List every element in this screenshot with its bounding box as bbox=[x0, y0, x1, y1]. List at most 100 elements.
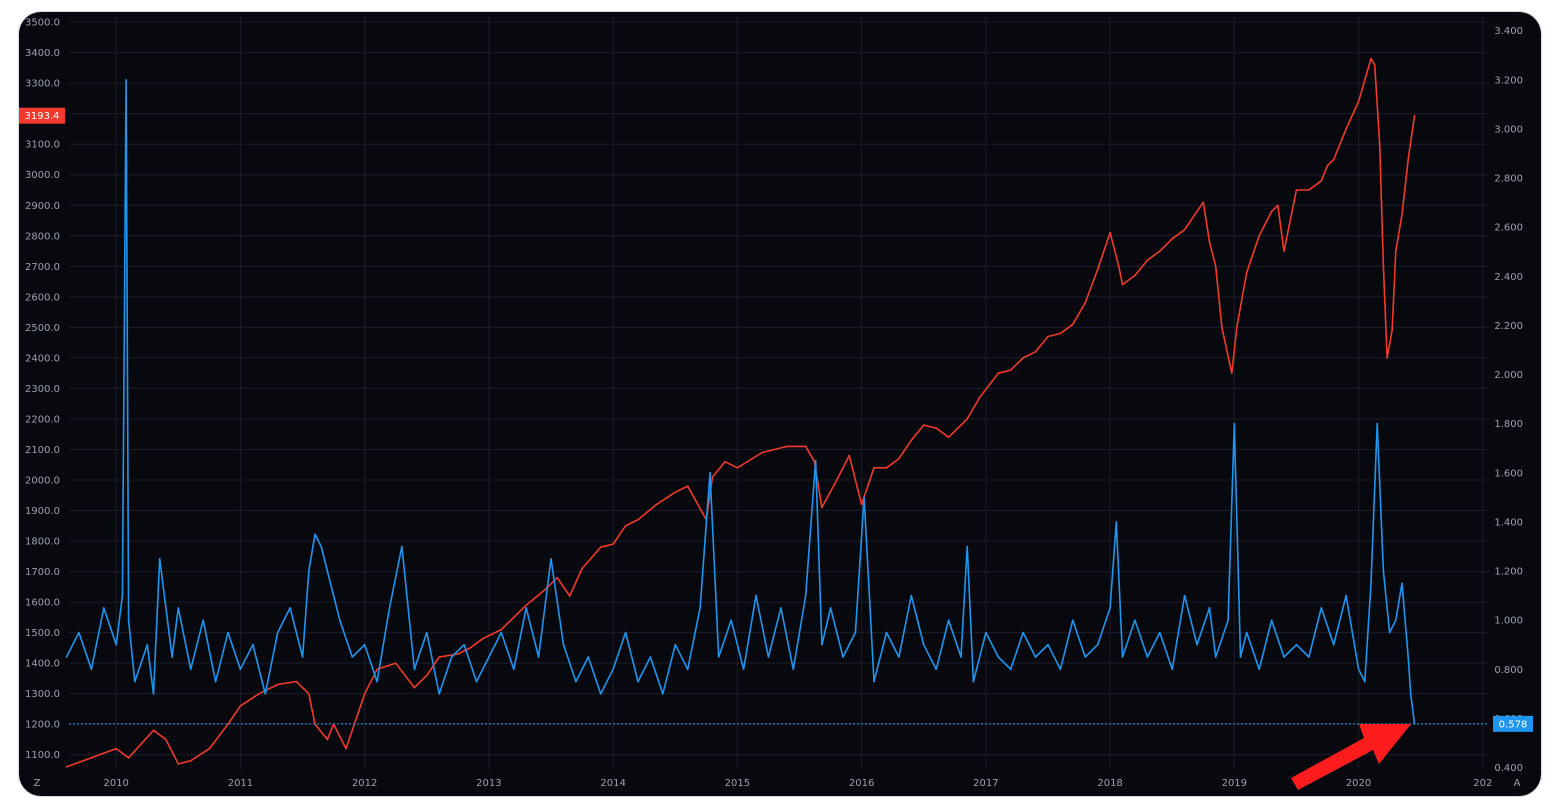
series-point-right bbox=[767, 656, 770, 658]
series-point-right bbox=[674, 643, 677, 646]
series-point-right bbox=[1146, 656, 1149, 658]
series-point-left bbox=[1332, 158, 1335, 161]
right-tick-label: 0.400 bbox=[1494, 763, 1523, 774]
series-point-left bbox=[258, 692, 260, 695]
series-point-right bbox=[1239, 656, 1242, 658]
series-point-left bbox=[761, 451, 763, 454]
series-point-left bbox=[873, 467, 875, 469]
series-point-right bbox=[1245, 631, 1248, 634]
series-point-left bbox=[711, 476, 714, 478]
left-tick-label: 3000.0 bbox=[25, 170, 60, 181]
series-point-right bbox=[1183, 594, 1186, 597]
series-point-right bbox=[1332, 643, 1335, 646]
series-point-right bbox=[780, 607, 782, 609]
series-point-right bbox=[814, 459, 817, 462]
series-point-right bbox=[121, 594, 124, 597]
series-point-left bbox=[165, 738, 167, 741]
series-point-right bbox=[1196, 643, 1198, 646]
x-tick-label: 202 bbox=[1473, 778, 1492, 789]
series-point-right bbox=[1227, 619, 1229, 621]
series-point-right bbox=[1022, 631, 1024, 634]
series-point-right bbox=[649, 656, 652, 658]
series-point-right bbox=[612, 668, 614, 671]
series-point-left bbox=[308, 692, 310, 695]
right-tick-label: 1.800 bbox=[1494, 419, 1523, 430]
series-point-left bbox=[978, 396, 981, 399]
series-point-right bbox=[1395, 619, 1397, 621]
series-point-right bbox=[450, 656, 453, 658]
right-last-value-text: 0.578 bbox=[1499, 719, 1528, 730]
left-tick-label: 1400.0 bbox=[25, 659, 60, 670]
series-point-right bbox=[587, 656, 590, 658]
series-point-left bbox=[326, 738, 329, 741]
series-point-right bbox=[717, 656, 720, 658]
series-point-right bbox=[699, 607, 701, 609]
left-tick-label: 1300.0 bbox=[25, 689, 60, 700]
series-point-left bbox=[90, 757, 93, 759]
badges: 3193.4 0.578 bbox=[19, 107, 1533, 732]
series-point-left bbox=[295, 680, 298, 683]
series-point-left bbox=[1134, 274, 1136, 277]
left-tick-label: 2600.0 bbox=[25, 292, 60, 303]
series-point-left bbox=[821, 506, 823, 509]
series-point-left bbox=[1159, 250, 1161, 252]
arrow-annotation bbox=[1291, 724, 1411, 790]
x-tick-label: 2017 bbox=[973, 778, 998, 789]
series-point-right bbox=[1308, 656, 1310, 658]
series-point-right bbox=[804, 594, 807, 597]
series-point-right bbox=[1320, 607, 1323, 609]
series-point-left bbox=[568, 595, 571, 597]
right-tick-label: 2.200 bbox=[1494, 321, 1523, 332]
x-axis: 2010 2011 2012 2013 2014 2015 2016 2017 2018 2019… bbox=[103, 778, 1492, 789]
series-point-left bbox=[413, 686, 416, 689]
series-point-left bbox=[1277, 204, 1279, 207]
series-point-right bbox=[935, 668, 937, 671]
series-point-right bbox=[388, 607, 391, 609]
series-point-left bbox=[1357, 100, 1360, 103]
chart-svg: 3500.03400.03300.03200.03100.03000.02900… bbox=[19, 16, 1533, 790]
series-point-right bbox=[239, 668, 242, 671]
series-point-left bbox=[1345, 128, 1347, 130]
left-tick-label: 3300.0 bbox=[25, 79, 60, 90]
series-point-left bbox=[637, 518, 639, 521]
left-tick-label: 2300.0 bbox=[25, 384, 60, 395]
series-point-left bbox=[189, 760, 192, 762]
series-point-left bbox=[1171, 238, 1173, 240]
left-tick-label: 1100.0 bbox=[25, 750, 60, 761]
series-point-right bbox=[1233, 422, 1236, 425]
series-point-left bbox=[947, 436, 950, 439]
series-point-left bbox=[1118, 265, 1120, 268]
series-point-left bbox=[1308, 189, 1310, 191]
series-point-left bbox=[1146, 259, 1149, 261]
series-point-right bbox=[301, 656, 304, 658]
right-tick-label: 3.000 bbox=[1494, 124, 1523, 135]
right-tick-label: 3.400 bbox=[1494, 26, 1523, 37]
series-point-right bbox=[1109, 607, 1111, 609]
series-point-left bbox=[1121, 283, 1124, 286]
series-point-left bbox=[1096, 268, 1099, 271]
x-tick-label: 2019 bbox=[1222, 778, 1247, 789]
series-point-right bbox=[922, 643, 925, 646]
series-point-right bbox=[438, 693, 441, 695]
series-point-left bbox=[786, 445, 788, 448]
series-point-right bbox=[189, 668, 192, 671]
series-point-left bbox=[860, 503, 863, 506]
left-axis: 3500.03400.03300.03200.03100.03000.02900… bbox=[25, 18, 60, 762]
left-last-value-text: 3193.4 bbox=[25, 111, 60, 122]
series-point-left bbox=[227, 723, 229, 725]
left-tick-label: 2900.0 bbox=[25, 201, 60, 212]
series-point-right bbox=[1047, 643, 1049, 646]
series-point-right bbox=[103, 607, 105, 609]
series-point-left bbox=[1231, 372, 1233, 375]
series-point-right bbox=[171, 656, 173, 658]
series-point-right bbox=[562, 643, 565, 646]
series-point-right bbox=[152, 693, 155, 695]
series-point-left bbox=[438, 656, 441, 658]
series-point-left bbox=[525, 604, 527, 606]
series-point-right bbox=[885, 631, 888, 634]
series-point-right bbox=[214, 680, 217, 683]
series-point-right bbox=[376, 680, 378, 683]
x-tick-label: 2014 bbox=[600, 778, 625, 789]
series-point-left bbox=[1183, 228, 1186, 231]
series-point-left bbox=[426, 674, 428, 677]
